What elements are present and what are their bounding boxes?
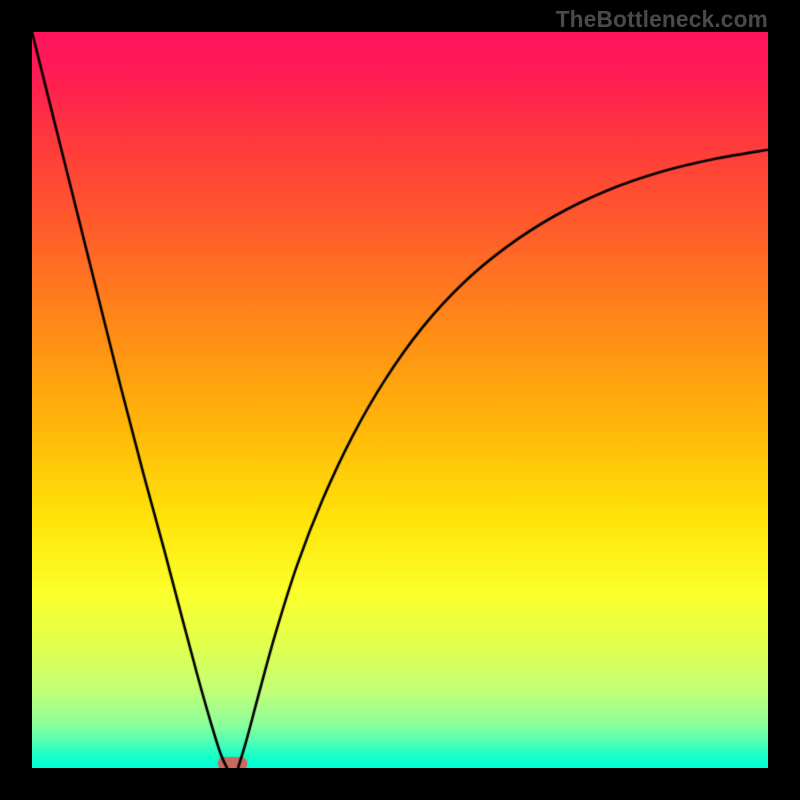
bottleneck-curve-chart (32, 32, 768, 768)
stage: TheBottleneck.com (0, 0, 800, 800)
watermark-text: TheBottleneck.com (556, 6, 768, 33)
